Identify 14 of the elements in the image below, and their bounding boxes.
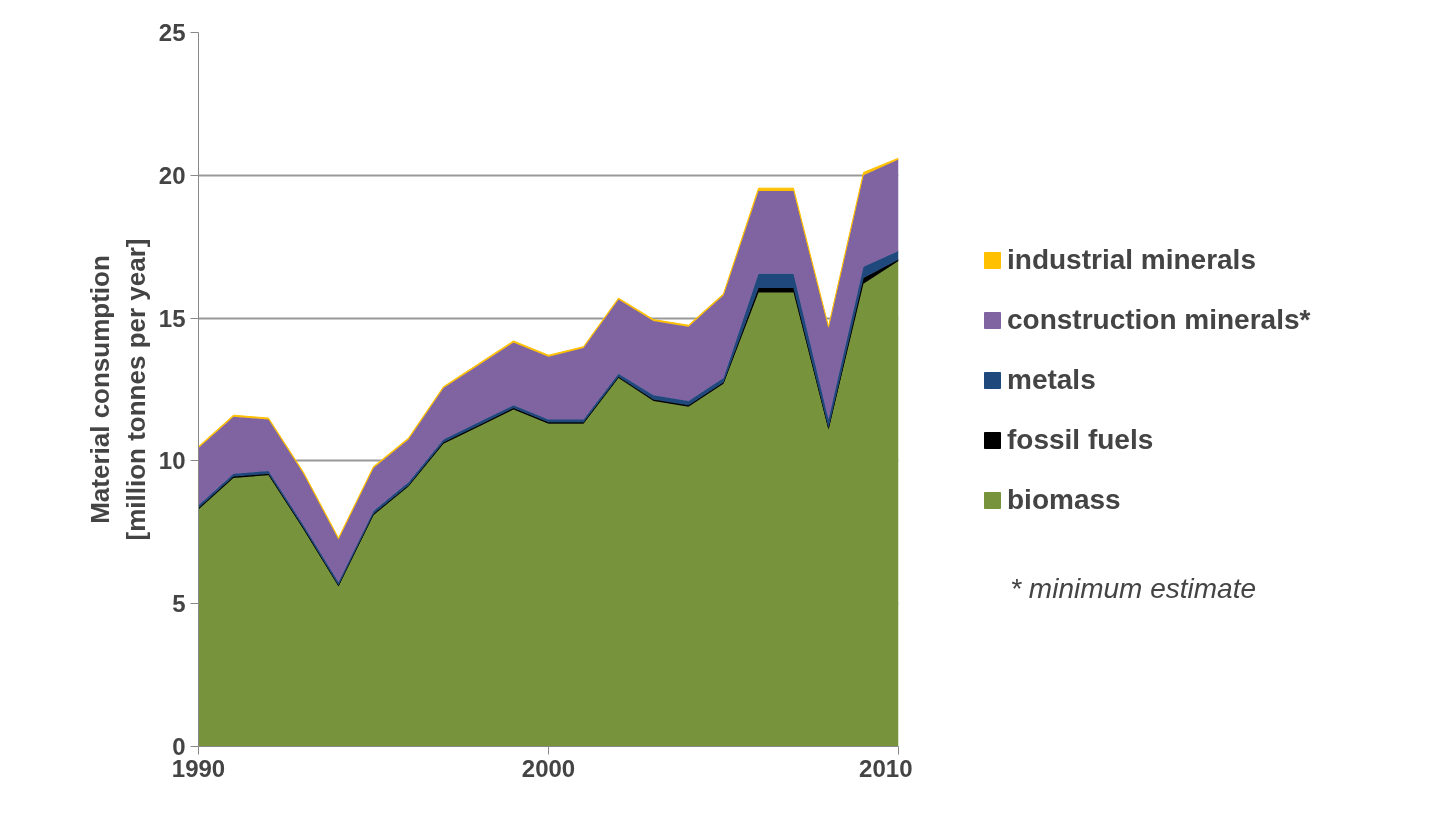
x-tick-label: 2010: [859, 754, 913, 782]
legend-label: biomass: [1007, 484, 1121, 516]
y-tick-label: 5: [172, 590, 186, 618]
y-tick-label: 10: [158, 447, 186, 475]
legend-label: fossil fuels: [1007, 424, 1154, 456]
y-tick-label: 25: [158, 19, 186, 46]
legend-label: industrial minerals: [1007, 244, 1256, 276]
legend-label: metals: [1007, 364, 1096, 396]
x-tick-label: 2000: [521, 754, 576, 782]
text: * minimum estimate: [1010, 572, 1256, 604]
y-axis-title: Material consumption [million tonnes per year]: [84, 238, 151, 541]
legend-label: construction minerals*: [1007, 304, 1311, 336]
y-tick-label: 15: [158, 304, 186, 332]
y-tick-label: 20: [158, 161, 186, 189]
